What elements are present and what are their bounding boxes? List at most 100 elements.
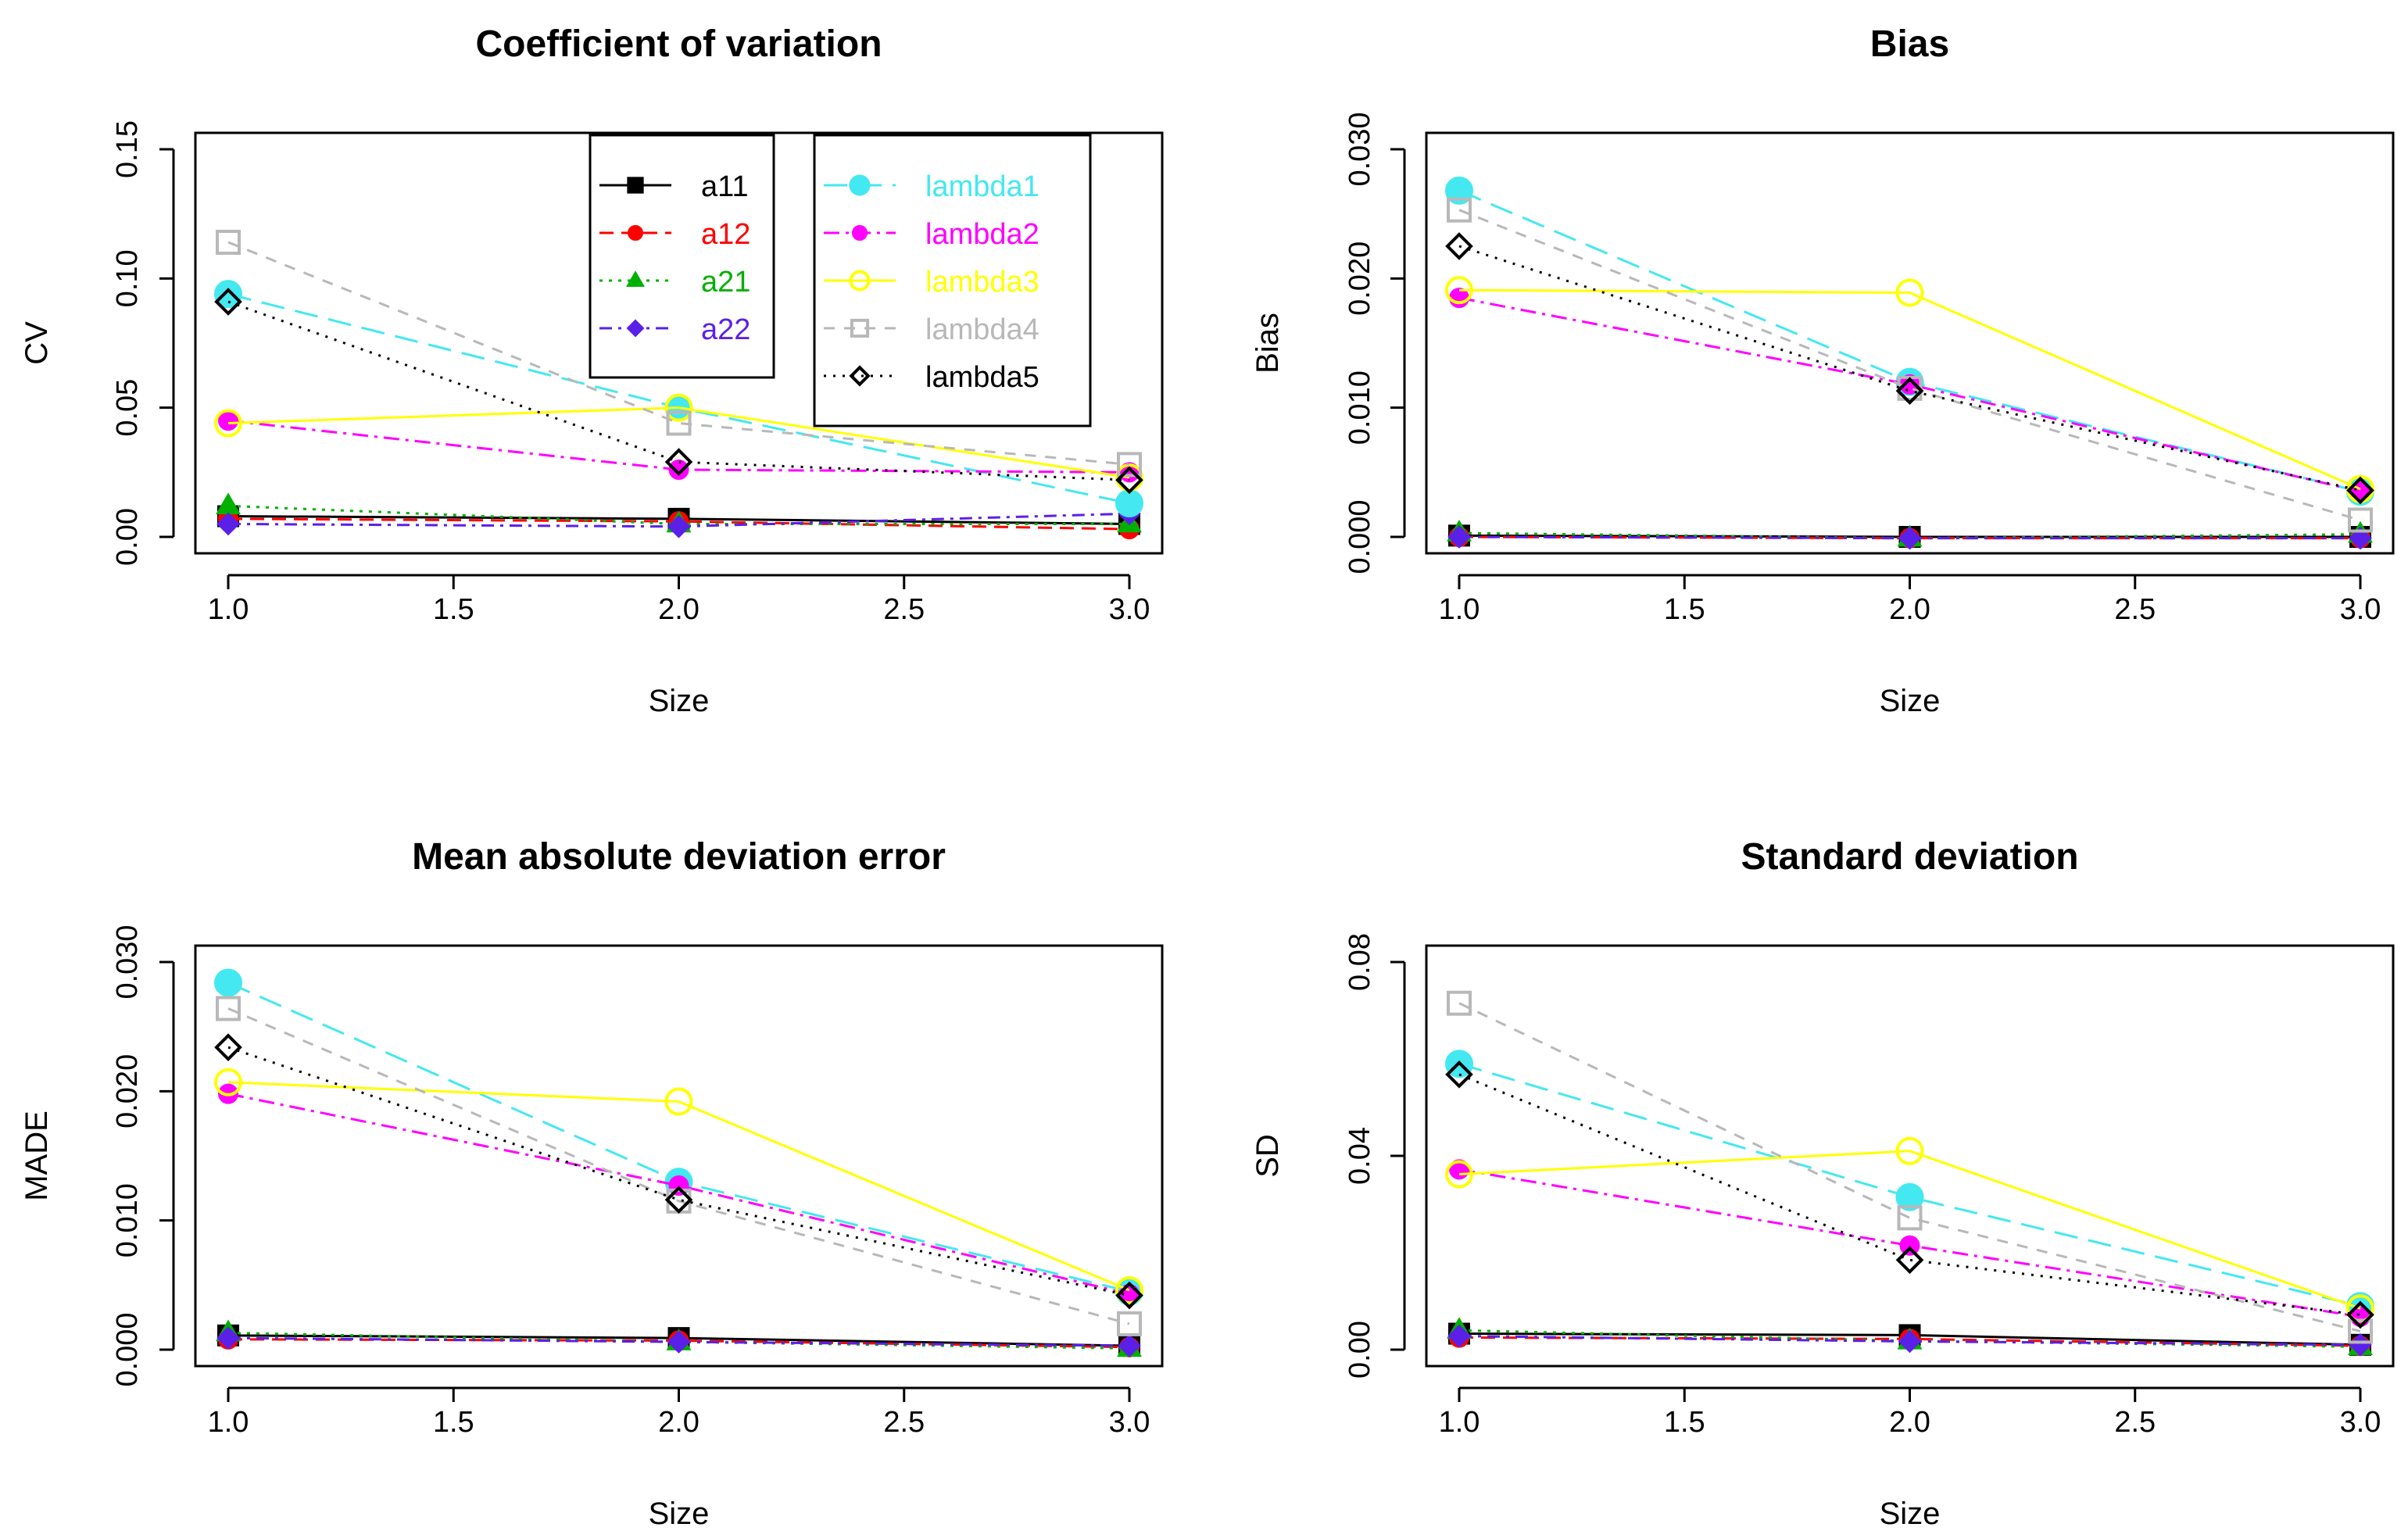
point-lambda5 bbox=[2346, 1300, 2374, 1329]
chart-title: Mean absolute deviation error bbox=[412, 836, 946, 878]
x-axis-label: Size bbox=[1880, 1497, 1941, 1531]
y-tick-label: 0.000 bbox=[111, 1312, 144, 1386]
point-lambda5 bbox=[664, 448, 693, 476]
legend-label-a11: a11 bbox=[701, 170, 749, 203]
legend-marker-lambda4 bbox=[850, 318, 870, 338]
x-tick-label: 1.0 bbox=[208, 593, 249, 626]
x-tick-label: 2.0 bbox=[658, 593, 700, 626]
legend-marker-lambda3 bbox=[849, 270, 871, 292]
point-lambda1 bbox=[214, 968, 242, 997]
series-line-lambda1 bbox=[1458, 189, 2361, 493]
series-lambda4 bbox=[1447, 197, 2373, 533]
point-lambda1 bbox=[1115, 489, 1143, 518]
point-lambda1 bbox=[1445, 176, 1473, 205]
point-a22 bbox=[1447, 525, 1471, 549]
series-lambda1 bbox=[1445, 176, 2374, 506]
plot-frame bbox=[1425, 944, 2395, 1368]
legend-box bbox=[589, 134, 775, 379]
plot-frame bbox=[1425, 131, 2395, 555]
legend-label-lambda3: lambda3 bbox=[925, 266, 1039, 299]
point-lambda5 bbox=[1115, 1281, 1143, 1310]
point-lambda2 bbox=[1899, 1235, 1920, 1256]
y-tick-label: 0.010 bbox=[1344, 370, 1376, 445]
point-a22 bbox=[2349, 526, 2372, 550]
point-lambda3 bbox=[1445, 1160, 1473, 1189]
point-lambda3 bbox=[664, 1087, 693, 1116]
point-a22 bbox=[667, 514, 691, 538]
x-axis-label: Size bbox=[1880, 684, 1941, 718]
series-line-lambda3 bbox=[1458, 1150, 2361, 1310]
point-lambda5 bbox=[1445, 232, 1473, 260]
point-lambda4 bbox=[1447, 197, 1472, 223]
point-lambda5 bbox=[2346, 476, 2374, 505]
chart-title: Coefficient of variation bbox=[475, 23, 882, 65]
point-lambda3 bbox=[1895, 1136, 1924, 1165]
series-lambda5 bbox=[214, 288, 1143, 495]
panel-cv: Coefficient of variation 1.0 1.5 2.0 2.5 3.0 0… bbox=[20, 23, 1164, 718]
point-a22 bbox=[1898, 526, 1922, 550]
point-lambda3 bbox=[664, 393, 693, 422]
plot-frame bbox=[194, 131, 1164, 555]
x-tick-label: 1.5 bbox=[1664, 593, 1705, 626]
point-lambda4 bbox=[2348, 507, 2373, 533]
x-axis-label: Size bbox=[649, 684, 710, 718]
series-line-lambda2 bbox=[1458, 1168, 2361, 1318]
x-tick-label: 2.5 bbox=[883, 593, 925, 626]
point-lambda5 bbox=[214, 288, 242, 316]
y-tick-label: 0.020 bbox=[1344, 241, 1376, 316]
series-lambda5 bbox=[1445, 1061, 2374, 1329]
legend-marker-lambda2 bbox=[852, 225, 868, 241]
series-lambda2 bbox=[218, 1083, 1140, 1304]
series-line-lambda4 bbox=[1458, 1002, 2361, 1332]
point-lambda2 bbox=[668, 460, 689, 481]
legend-label-a22: a22 bbox=[701, 313, 750, 346]
point-lambda4 bbox=[1447, 990, 1472, 1016]
point-lambda1 bbox=[214, 280, 242, 309]
y-axis-label: SD bbox=[1251, 1134, 1285, 1178]
point-a22 bbox=[1447, 1324, 1471, 1348]
series-lambda5 bbox=[1445, 232, 2374, 505]
series-lambda1 bbox=[1445, 1050, 2374, 1321]
series-a22 bbox=[1447, 525, 2372, 550]
point-a22 bbox=[667, 1330, 691, 1354]
x-tick-label: 1.5 bbox=[1664, 1406, 1705, 1439]
legend-marker-a22 bbox=[626, 319, 645, 338]
series-line-lambda5 bbox=[227, 300, 1130, 481]
y-axis-label: CV bbox=[20, 321, 54, 365]
legend-marker-a11 bbox=[627, 177, 644, 194]
plot-frame bbox=[194, 944, 1164, 1368]
x-tick-label: 2.5 bbox=[2114, 1406, 2156, 1439]
legend-label-lambda2: lambda2 bbox=[925, 218, 1039, 251]
x-tick-label: 1.0 bbox=[1439, 593, 1480, 626]
point-lambda5 bbox=[664, 1186, 693, 1214]
point-lambda4 bbox=[2348, 1318, 2373, 1344]
chart-title: Standard deviation bbox=[1741, 836, 2078, 878]
legend-marker-lambda5 bbox=[849, 365, 871, 387]
legend: a11 a12 a21 a22 lambda1 lambda2 lambda3 lambda4… bbox=[589, 134, 1092, 427]
y-tick-label: 0.00 bbox=[111, 508, 144, 566]
x-tick-label: 1.0 bbox=[208, 1406, 249, 1439]
x-tick-label: 1.5 bbox=[433, 593, 474, 626]
point-a22 bbox=[1898, 1329, 1922, 1354]
x-tick-label: 2.0 bbox=[1889, 593, 1930, 626]
series-lambda1 bbox=[214, 968, 1143, 1306]
series-line-lambda3 bbox=[227, 406, 1130, 479]
legend-marker-a21 bbox=[626, 270, 645, 288]
point-lambda3 bbox=[214, 409, 242, 438]
x-tick-label: 3.0 bbox=[1109, 593, 1150, 626]
series-lambda3 bbox=[214, 1068, 1143, 1304]
legend-label-lambda5: lambda5 bbox=[925, 361, 1039, 394]
legend-label-lambda1: lambda1 bbox=[925, 170, 1039, 203]
y-tick-label: 0.020 bbox=[111, 1054, 144, 1128]
point-lambda4 bbox=[216, 996, 241, 1021]
x-tick-label: 2.5 bbox=[883, 1406, 925, 1439]
point-lambda4 bbox=[1117, 1311, 1142, 1336]
y-tick-label: 0.08 bbox=[1344, 933, 1376, 991]
x-tick-label: 2.5 bbox=[2114, 593, 2156, 626]
y-tick-label: 0.010 bbox=[111, 1183, 144, 1257]
y-tick-label: 0.030 bbox=[111, 925, 144, 999]
series-lambda4 bbox=[216, 230, 1142, 477]
legend-label-a12: a12 bbox=[701, 218, 750, 251]
x-tick-label: 2.0 bbox=[658, 1406, 700, 1439]
